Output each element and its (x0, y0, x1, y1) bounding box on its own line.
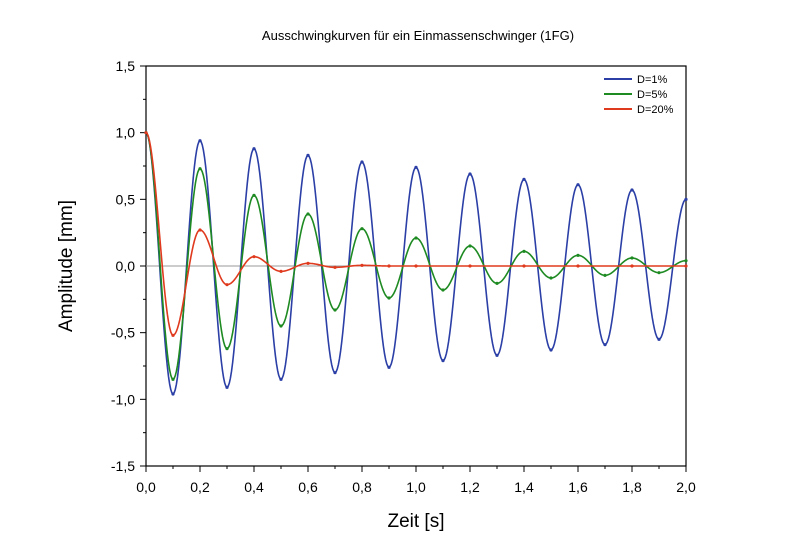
data-point (549, 348, 553, 352)
y-tick-label: 0,5 (116, 191, 136, 207)
data-point (522, 249, 526, 253)
legend-label: D=1% (637, 74, 667, 86)
data-point (657, 337, 661, 341)
x-tick-label: 1,8 (622, 479, 642, 495)
data-point (441, 359, 445, 363)
data-point (144, 131, 148, 135)
data-point (414, 236, 418, 240)
data-point (576, 253, 580, 257)
data-point (495, 353, 499, 357)
data-point (468, 244, 472, 248)
data-point (549, 276, 553, 280)
data-point (198, 167, 202, 171)
data-point (333, 371, 337, 375)
data-point (414, 165, 418, 169)
data-point (522, 264, 526, 268)
data-point (333, 265, 337, 269)
data-point (684, 264, 688, 268)
data-point (657, 271, 661, 275)
data-point (387, 365, 391, 369)
y-tick-label: 1,5 (116, 58, 136, 74)
data-point (414, 264, 418, 268)
x-tick-label: 1,0 (406, 479, 426, 495)
data-point (576, 183, 580, 187)
data-point (279, 269, 283, 273)
data-point (576, 264, 580, 268)
x-tick-label: 0,2 (190, 479, 210, 495)
data-point (603, 273, 607, 277)
data-point (225, 283, 229, 287)
data-point (630, 188, 634, 192)
y-tick-label: -0,5 (111, 325, 135, 341)
data-point (279, 377, 283, 381)
data-point (306, 212, 310, 216)
data-point (468, 264, 472, 268)
data-point (603, 343, 607, 347)
series-2 (144, 131, 688, 337)
x-tick-label: 0,6 (298, 479, 318, 495)
data-point (360, 160, 364, 164)
data-point (198, 228, 202, 232)
x-tick-label: 0,0 (136, 479, 156, 495)
y-axis-ticks: 1,5 1,0 0,5 0,0 -0,5 -1,0 -1,5 (111, 58, 146, 474)
data-point (333, 308, 337, 312)
data-point (225, 385, 229, 389)
x-tick-label: 2,0 (676, 479, 696, 495)
x-axis-ticks: 0,0 0,2 0,4 0,6 0,8 1,0 1,2 1,4 1,6 1,8 2,0 (136, 466, 696, 495)
data-point (441, 288, 445, 292)
y-axis-title: Amplitude [mm] (56, 200, 77, 332)
x-axis-title: Zeit [s] (387, 511, 444, 532)
data-point (225, 347, 229, 351)
data-point (252, 147, 256, 151)
y-tick-label: 0,0 (116, 258, 136, 274)
legend: D=1% D=5% D=20% (604, 74, 674, 116)
series-layer (144, 131, 688, 396)
y-tick-label: -1,5 (111, 458, 135, 474)
data-point (279, 324, 283, 328)
x-tick-label: 0,8 (352, 479, 372, 495)
data-point (387, 296, 391, 300)
data-point (360, 227, 364, 231)
data-point (198, 139, 202, 143)
data-point (306, 153, 310, 157)
data-point (360, 263, 364, 267)
y-tick-label: 1,0 (116, 125, 136, 141)
data-point (468, 172, 472, 176)
data-point (630, 256, 634, 260)
data-point (306, 261, 310, 265)
data-point (522, 177, 526, 181)
x-tick-label: 1,2 (460, 479, 480, 495)
series-0 (144, 131, 688, 396)
plot-area: 0,0 0,2 0,4 0,6 0,8 1,0 1,2 1,4 1,6 1,8 2,0 1,5 1,0… (111, 58, 696, 495)
chart-title: Ausschwingkurven für ein Einmassenschwin… (262, 28, 574, 43)
series-line (145, 132, 686, 337)
data-point (684, 197, 688, 201)
x-tick-label: 1,6 (568, 479, 588, 495)
data-point (252, 193, 256, 197)
legend-label: D=5% (637, 89, 667, 101)
data-point (684, 259, 688, 263)
data-point (171, 333, 175, 337)
data-point (495, 281, 499, 285)
x-tick-label: 0,4 (244, 479, 264, 495)
data-point (171, 392, 175, 396)
x-tick-label: 1,4 (514, 479, 534, 495)
data-point (171, 377, 175, 381)
data-point (630, 264, 634, 268)
legend-label: D=20% (637, 104, 674, 116)
data-point (252, 255, 256, 259)
data-point (387, 264, 391, 268)
y-tick-label: -1,0 (111, 391, 135, 407)
